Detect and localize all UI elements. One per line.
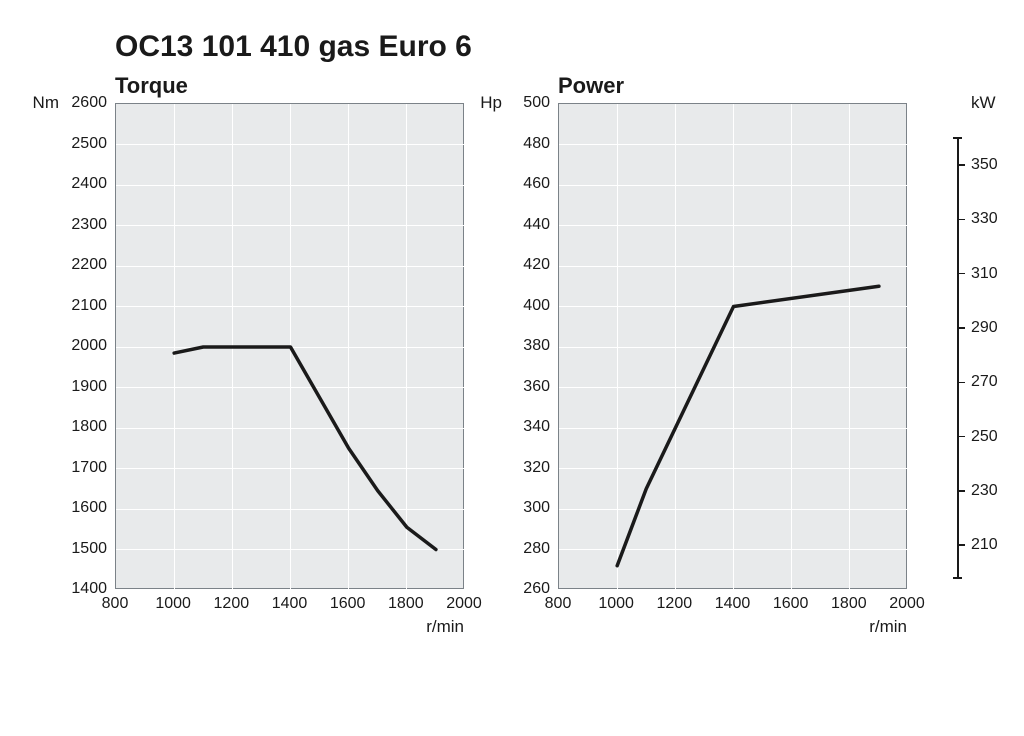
power-y-left-unit: Hp bbox=[480, 93, 502, 113]
power-line bbox=[559, 104, 906, 588]
y-tick-label: 2500 bbox=[71, 135, 107, 153]
torque-line bbox=[116, 104, 463, 588]
kw-tick bbox=[957, 436, 965, 438]
y-tick-label: 1700 bbox=[71, 459, 107, 477]
y-tick-label: 2300 bbox=[71, 216, 107, 234]
x-tick-label: 1400 bbox=[272, 595, 308, 613]
y-tick-label: 1800 bbox=[71, 418, 107, 436]
x-tick-label: 1800 bbox=[388, 595, 424, 613]
kw-tick bbox=[957, 490, 965, 492]
torque-x-label: r/min bbox=[426, 617, 464, 637]
x-tick-label: 1200 bbox=[214, 595, 250, 613]
x-tick-label: 1800 bbox=[831, 595, 867, 613]
y-tick-label: 1600 bbox=[71, 499, 107, 517]
y-tick-label: 420 bbox=[523, 256, 550, 274]
x-tick-label: 2000 bbox=[889, 595, 925, 613]
kw-tick-label: 230 bbox=[971, 482, 998, 500]
kw-tick-label: 350 bbox=[971, 156, 998, 174]
y-tick-label: 360 bbox=[523, 378, 550, 396]
y-tick-label: 1900 bbox=[71, 378, 107, 396]
kw-axis-cap bbox=[953, 577, 962, 579]
y-tick-label: 2600 bbox=[71, 94, 107, 112]
x-tick-label: 1000 bbox=[598, 595, 634, 613]
kw-tick bbox=[957, 219, 965, 221]
power-plot-area bbox=[558, 103, 907, 589]
y-tick-label: 380 bbox=[523, 337, 550, 355]
x-tick-label: 1000 bbox=[155, 595, 191, 613]
power-y-right-unit: kW bbox=[971, 93, 996, 113]
y-tick-label: 400 bbox=[523, 297, 550, 315]
page: { "title": { "text": "OC13 101 410 gas E… bbox=[0, 0, 1024, 736]
y-tick-label: 500 bbox=[523, 94, 550, 112]
y-tick-label: 320 bbox=[523, 459, 550, 477]
kw-tick-label: 330 bbox=[971, 210, 998, 228]
kw-tick-label: 290 bbox=[971, 319, 998, 337]
x-tick-label: 2000 bbox=[446, 595, 482, 613]
kw-tick bbox=[957, 164, 965, 166]
x-tick-label: 1600 bbox=[330, 595, 366, 613]
x-tick-label: 1400 bbox=[715, 595, 751, 613]
y-tick-label: 480 bbox=[523, 135, 550, 153]
y-tick-label: 440 bbox=[523, 216, 550, 234]
torque-subtitle: Torque bbox=[115, 73, 188, 99]
y-tick-label: 340 bbox=[523, 418, 550, 436]
kw-tick bbox=[957, 327, 965, 329]
x-tick-label: 1600 bbox=[773, 595, 809, 613]
kw-tick-label: 250 bbox=[971, 428, 998, 446]
y-tick-label: 2400 bbox=[71, 175, 107, 193]
torque-plot-area bbox=[115, 103, 464, 589]
kw-tick-label: 270 bbox=[971, 373, 998, 391]
kw-axis-cap bbox=[953, 137, 962, 139]
y-tick-label: 460 bbox=[523, 175, 550, 193]
kw-tick-label: 210 bbox=[971, 536, 998, 554]
y-tick-label: 260 bbox=[523, 580, 550, 598]
torque-y-unit: Nm bbox=[33, 93, 59, 113]
y-tick-label: 1400 bbox=[71, 580, 107, 598]
y-tick-label: 1500 bbox=[71, 540, 107, 558]
y-tick-label: 2000 bbox=[71, 337, 107, 355]
kw-tick-label: 310 bbox=[971, 265, 998, 283]
page-title: OC13 101 410 gas Euro 6 bbox=[115, 30, 472, 64]
y-tick-label: 2200 bbox=[71, 256, 107, 274]
kw-axis-line bbox=[957, 138, 959, 578]
x-tick-label: 1200 bbox=[657, 595, 693, 613]
kw-scale bbox=[957, 103, 958, 589]
power-x-label: r/min bbox=[869, 617, 907, 637]
y-tick-label: 280 bbox=[523, 540, 550, 558]
kw-tick bbox=[957, 544, 965, 546]
kw-tick bbox=[957, 382, 965, 384]
y-tick-label: 300 bbox=[523, 499, 550, 517]
kw-tick bbox=[957, 273, 965, 275]
y-tick-label: 2100 bbox=[71, 297, 107, 315]
power-subtitle: Power bbox=[558, 73, 624, 99]
